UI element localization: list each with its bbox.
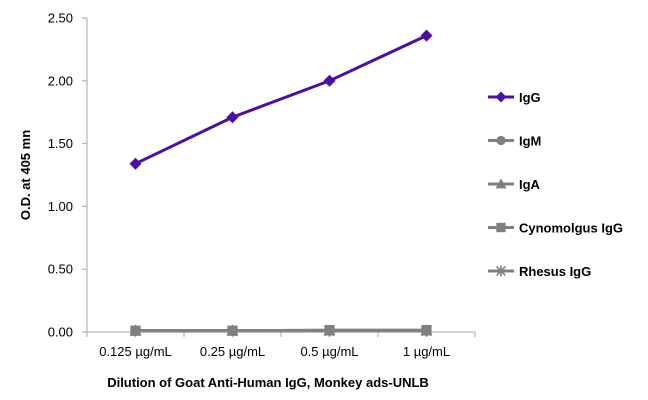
y-tick-label: 1.50 [48,136,73,151]
data-point-igm [421,325,432,336]
legend-item-cynomolgus-igg: Cynomolgus IgG [488,221,623,236]
series-line-igg [134,34,428,166]
legend-marker [496,135,506,146]
x-axis-title: Dilution of Goat Anti-Human IgG, Monkey … [107,375,429,390]
y-tick-label: 0.00 [48,325,73,340]
legend-item-igm: IgM [488,134,541,149]
data-point-igm [227,325,238,336]
x-tick-label: 0.5 µg/mL [300,344,358,359]
x-tick-label: 0.125 µg/mL [99,344,172,359]
data-point-igm [130,325,141,336]
series-igg [129,29,433,170]
legend-label: Rhesus IgG [519,264,591,279]
legend: IgG IgM IgA Cynomolgus IgG Rhesus IgG [488,90,623,279]
legend-item-iga: IgA [488,177,541,192]
y-tick-label: 1.00 [48,199,73,214]
legend-item-rhesus-igg: Rhesus IgG [488,264,591,279]
axes [82,17,476,337]
legend-marker [496,265,506,277]
y-tick-labels: 0.00 0.50 1.00 1.50 2.00 2.50 [48,11,73,340]
legend-marker [495,91,507,103]
y-axis-title: O.D. at 405 mn [18,130,33,220]
legend-label: Cynomolgus IgG [519,221,623,236]
x-tick-label: 0.25 µg/mL [200,344,265,359]
legend-label: IgA [519,177,541,192]
data-point-igg [323,74,336,87]
legend-label: IgG [519,90,541,105]
y-tick-label: 2.00 [48,73,73,88]
legend-marker [496,222,506,233]
legend-label: IgM [519,134,541,149]
data-point-igg [129,157,142,170]
y-tick-label: 2.50 [48,11,73,26]
y-tick-label: 0.50 [48,262,73,277]
series-igm [130,325,432,336]
data-point-igg [226,111,239,124]
legend-item-igg: IgG [488,90,541,105]
x-tick-labels: 0.125 µg/mL 0.25 µg/mL 0.5 µg/mL 1 µg/mL [99,344,450,359]
series-layer [129,29,433,337]
x-tick-label: 1 µg/mL [403,344,450,359]
data-point-igg [420,29,433,42]
legend-marker [495,178,507,189]
data-point-igm [324,325,335,336]
